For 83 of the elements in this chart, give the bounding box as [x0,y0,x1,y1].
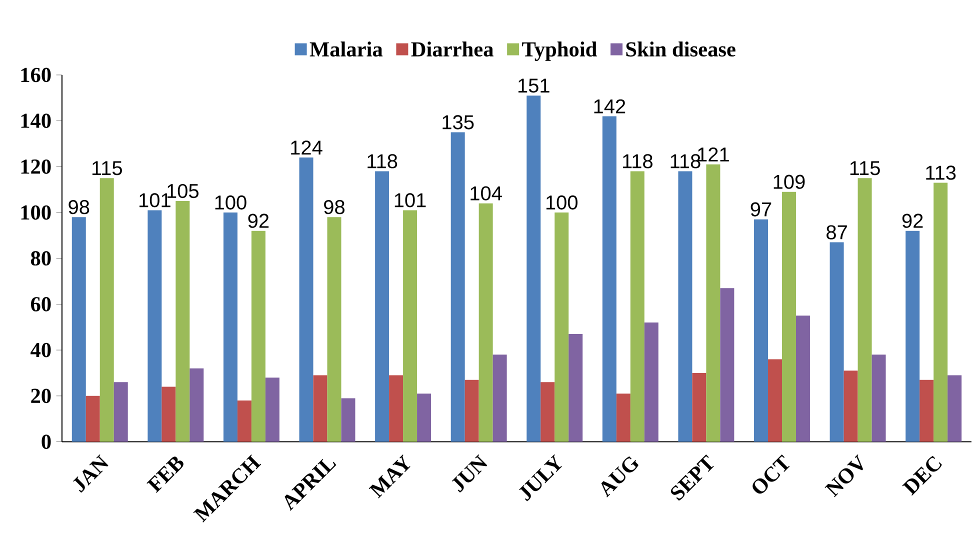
data-label: 100 [215,196,246,210]
data-label: 92 [902,214,923,228]
bar [554,212,569,442]
bar [148,210,162,442]
bar [313,375,328,442]
bar [678,171,692,442]
legend-label: Diarrhea [411,42,494,57]
bar [100,178,114,442]
bar [86,396,100,442]
bar [375,171,390,442]
bar [858,178,872,442]
bar [872,354,886,442]
y-tick-label: 80 [30,251,51,266]
bar [72,217,86,442]
bar [162,386,176,442]
y-tick-label: 100 [21,205,51,220]
bar [403,210,418,442]
legend-label: Typhoid [522,42,597,62]
bar [720,288,734,442]
bar [327,217,342,442]
data-label: 113 [926,166,956,180]
data-label: 118 [368,154,398,168]
legend-label: Skin disease [626,42,736,57]
bar [796,316,810,442]
bar [526,96,541,442]
bar [630,171,644,442]
data-label: 97 [750,202,772,217]
y-tick-label: 160 [21,68,51,82]
y-tick-label: 20 [31,388,51,404]
bar [299,158,314,442]
data-label: 92 [248,214,269,228]
data-label: 115 [92,161,122,176]
bar [830,242,844,442]
bar [934,182,948,442]
data-label: 151 [518,78,550,93]
bar [478,203,493,442]
data-label: 104 [470,186,502,201]
data-label: 100 [546,196,578,210]
legend-label: Malaria [310,42,383,57]
bar [920,380,934,442]
bar [190,368,204,442]
y-tick-label: 0 [42,434,51,450]
bar [602,116,616,442]
bar [948,375,962,442]
bar [782,192,796,442]
bar [389,375,404,442]
bar [692,373,706,442]
data-label: 109 [774,174,805,190]
data-label: 87 [826,225,847,240]
bar [906,231,920,442]
data-label: 115 [850,161,880,176]
bar [114,382,128,442]
bar [568,334,583,442]
y-tick-label: 40 [30,343,51,358]
data-label: 118 [623,154,652,168]
bar [417,394,432,442]
bar [176,201,190,442]
bar [706,164,720,442]
bar [450,132,465,442]
data-label: 124 [291,140,322,155]
bar [341,398,356,442]
bar [265,378,280,442]
y-tick-label: 120 [21,160,51,174]
data-label: 121 [698,148,729,162]
bar [237,400,252,442]
bar [768,359,782,442]
bar [251,231,266,442]
bar [644,322,658,442]
data-label: 98 [324,200,344,214]
bar [492,354,507,442]
data-label: 101 [394,193,426,208]
data-label: 142 [594,99,626,114]
bar [616,394,630,442]
y-tick-label: 140 [21,114,51,128]
bar [223,212,238,442]
y-tick-label: 60 [30,297,51,312]
data-label: 98 [68,200,90,214]
bar [844,370,858,442]
bar [540,382,555,442]
bar [464,380,479,442]
data-label: 135 [442,115,474,130]
data-label: 118 [670,154,700,168]
bar [754,220,768,442]
